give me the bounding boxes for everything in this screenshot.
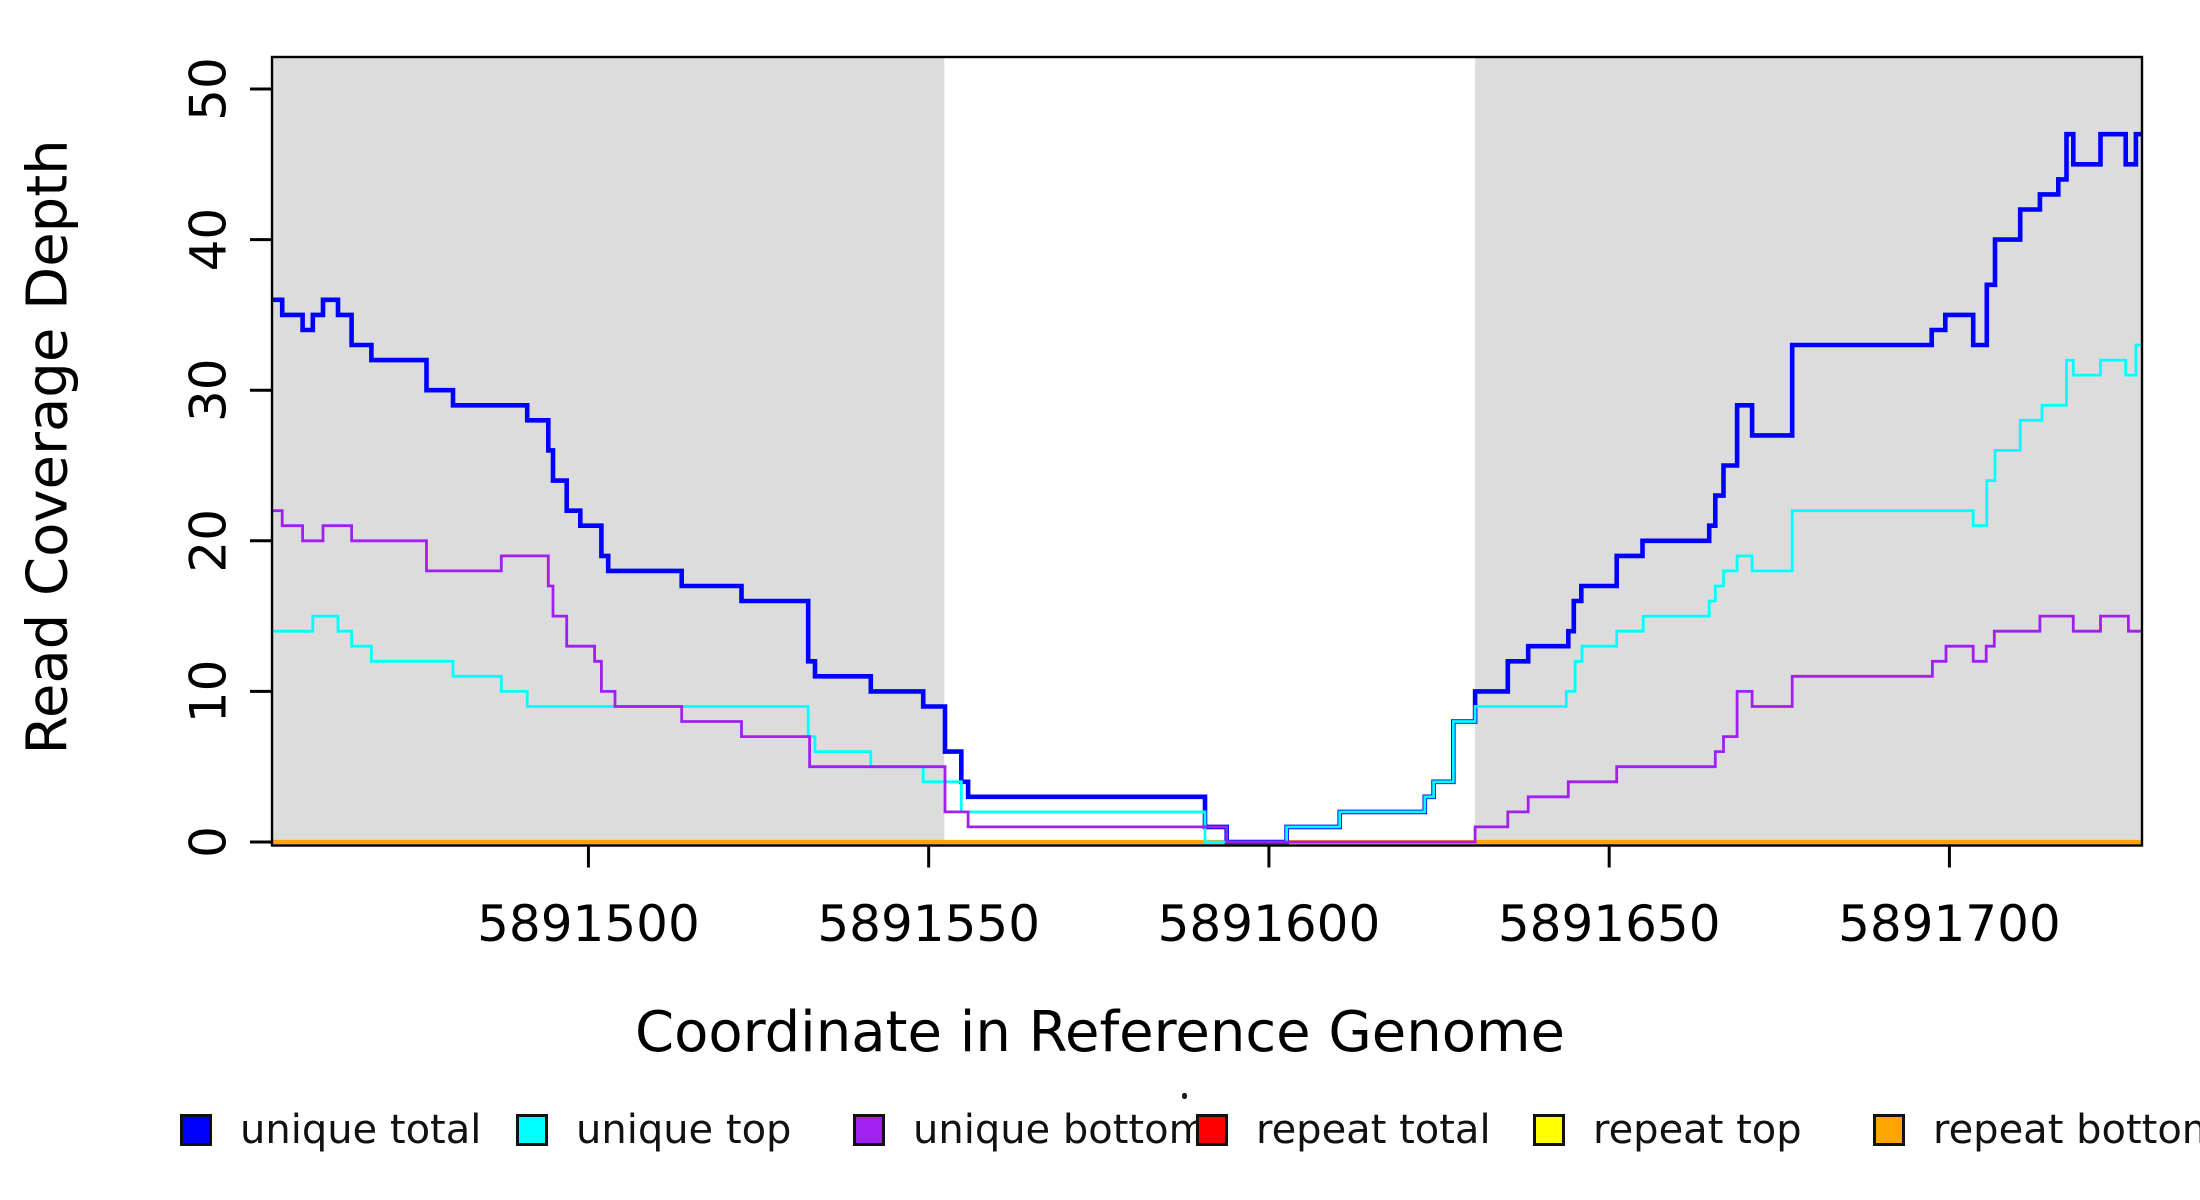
x-tick-label: 5891600 <box>1158 895 1381 953</box>
y-tick-label: 0 <box>180 826 238 858</box>
series-line-unique-bottom <box>272 509 2142 844</box>
x-axis-title: Coordinate in Reference Genome <box>634 1000 1566 1065</box>
y-tick-label: 10 <box>180 660 238 724</box>
stray-dot <box>1182 1093 1187 1099</box>
x-tick-label: 5891500 <box>477 895 700 953</box>
shaded-region-2 <box>1475 57 2142 846</box>
y-tick-label: 30 <box>180 358 238 422</box>
y-axis-title: Read Coverage Depth <box>15 139 81 755</box>
x-tick-label: 5891550 <box>817 895 1040 953</box>
shaded-region-1 <box>272 57 945 846</box>
y-tick-label: 20 <box>180 509 238 573</box>
x-tick-label: 5891650 <box>1498 895 1721 953</box>
series-group <box>272 131 2142 845</box>
x-tick-label: 5891700 <box>1838 895 2061 953</box>
plot-box <box>270 55 2144 847</box>
y-tick-label: 50 <box>180 57 238 121</box>
series-line-unique-top <box>272 343 2142 844</box>
y-tick-label: 40 <box>180 208 238 272</box>
